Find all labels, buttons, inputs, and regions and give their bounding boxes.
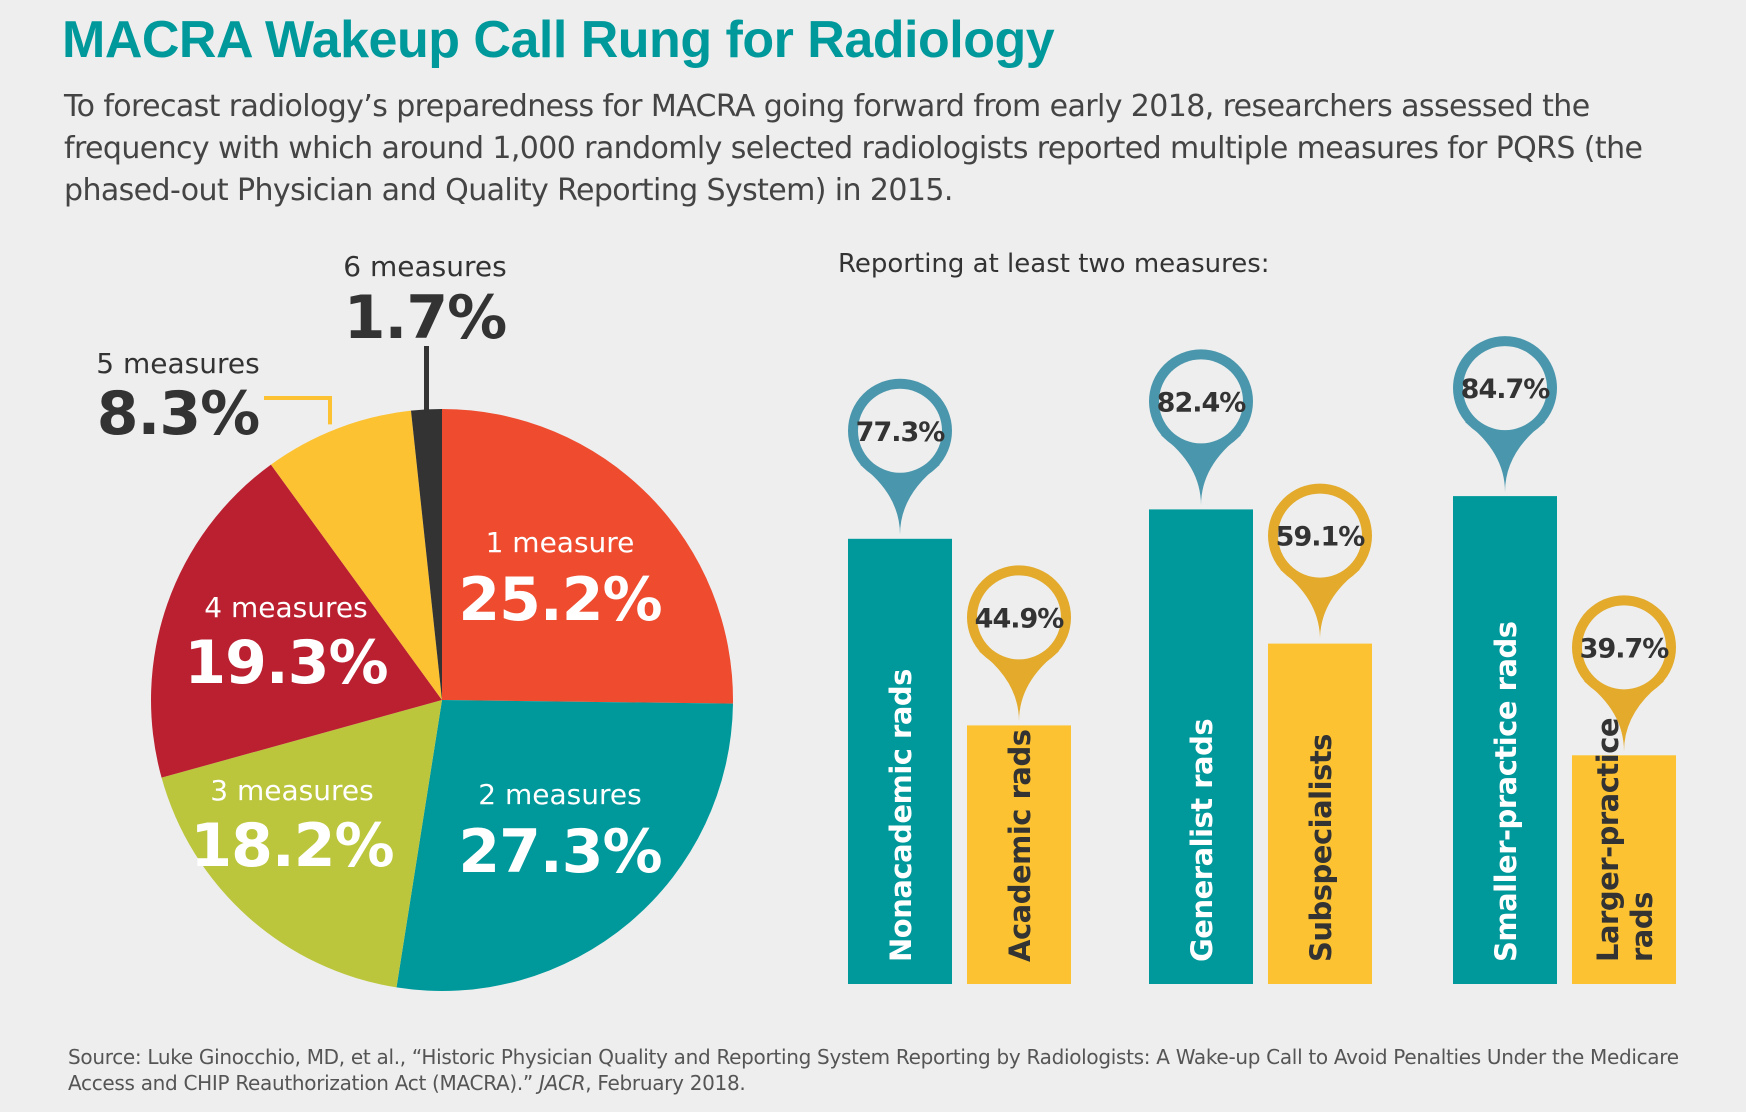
pie-slice-name-4: 4 measures: [204, 591, 367, 624]
bar-value-5: 84.7%: [1461, 374, 1551, 405]
bar-value-3: 82.4%: [1157, 387, 1247, 418]
bar-value-4: 59.1%: [1276, 522, 1366, 553]
page-subtitle: To forecast radiology’s preparedness for…: [64, 89, 1643, 208]
source-date: , February 2018.: [585, 1071, 746, 1095]
pie-slice-value-1: 25.2%: [458, 565, 661, 635]
pin-tail-1: [860, 464, 940, 535]
pie-leader-5: [264, 396, 332, 425]
bar-chart: Reporting at least two measures: Nonacade…: [838, 249, 1676, 984]
pie-slice-2: [396, 700, 733, 992]
pie-slice-value-4: 19.3%: [184, 628, 387, 698]
pie-slice-value-3: 18.2%: [190, 811, 393, 881]
pin-tail-4: [1280, 569, 1360, 640]
pin-face-6: [1582, 605, 1666, 690]
bar-category-group-3: Generalist rads: [1185, 719, 1219, 962]
pin-tail-2: [979, 651, 1059, 722]
pie-slice-name-5: 5 measures: [96, 347, 259, 380]
bar-pin-3: 82.4%: [1149, 349, 1253, 506]
pie-slice-value-2: 27.3%: [458, 817, 661, 887]
bar-category-group-4: Subspecialists: [1304, 734, 1338, 962]
bar-pin-1: 77.3%: [848, 378, 952, 535]
bar-value-2: 44.9%: [975, 603, 1065, 634]
bar-pin-2: 44.9%: [967, 565, 1071, 722]
source-citation: Source: Luke Ginocchio, MD, et al., “His…: [68, 1044, 1708, 1096]
bar-category-4: Subspecialists: [1304, 734, 1338, 962]
bar-category-group-5: Smaller-practice rads: [1489, 621, 1523, 962]
bar-category-group-2: Academic rads: [1003, 730, 1037, 962]
bar-category-3: Generalist rads: [1185, 719, 1219, 962]
pie-slice-name-6: 6 measures: [343, 250, 506, 283]
bar-category-2: Academic rads: [1003, 730, 1037, 962]
bar-category-1: Nonacademic rads: [884, 669, 918, 962]
pin-face-5: [1463, 346, 1547, 431]
pin-face-3: [1159, 359, 1243, 444]
source-text: Source: Luke Ginocchio, MD, et al., “His…: [68, 1045, 1679, 1095]
pie-slice-name-2: 2 measures: [478, 778, 641, 811]
pie-slice-value-5: 8.3%: [97, 379, 259, 449]
pie-chart: 1 measure 25.2% 2 measures 27.3% 3 measures 1…: [96, 250, 734, 992]
pin-tail-3: [1161, 435, 1241, 506]
pin-tail-6: [1584, 681, 1664, 752]
bar-5: [1453, 496, 1557, 984]
bar-3: [1149, 509, 1253, 984]
bar-category-6-line2: rads: [1625, 892, 1659, 962]
pie-slice-value-6: 1.7%: [344, 283, 506, 353]
pie-slice-1: [442, 409, 734, 704]
bar-chart-heading: Reporting at least two measures:: [838, 249, 1270, 279]
pie-slice-6: [410, 409, 442, 700]
pin-face-4: [1278, 493, 1362, 578]
bar-value-1: 77.3%: [856, 417, 946, 448]
pin-face-1: [858, 388, 942, 473]
bar-category-group-6: Larger-practice rads: [1591, 718, 1659, 962]
bar-4: [1268, 643, 1372, 984]
pie-slice-name-3: 3 measures: [210, 774, 373, 807]
bar-value-6: 39.7%: [1580, 633, 1670, 664]
bar-category-group-1: Nonacademic rads: [884, 669, 918, 962]
bar-1: [848, 538, 952, 984]
pin-tail-5: [1465, 422, 1545, 493]
page-title: MACRA Wakeup Call Rung for Radiology: [62, 11, 1055, 69]
pie-slice-name-1: 1 measure: [486, 526, 635, 559]
pie-slice-3: [161, 700, 442, 988]
bar-pin-5: 84.7%: [1453, 336, 1557, 493]
bar-category-6-line1: Larger-practice: [1591, 718, 1625, 962]
bar-pin-4: 59.1%: [1268, 483, 1372, 640]
pie-slice-5: [270, 410, 442, 700]
bar-6: [1572, 755, 1676, 984]
bar-category-5: Smaller-practice rads: [1489, 621, 1523, 962]
bar-pin-6: 39.7%: [1572, 595, 1676, 752]
pin-face-2: [977, 575, 1061, 660]
bar-2: [967, 725, 1071, 984]
pie-slice-4: [151, 464, 442, 778]
source-journal: JACR: [539, 1071, 586, 1095]
